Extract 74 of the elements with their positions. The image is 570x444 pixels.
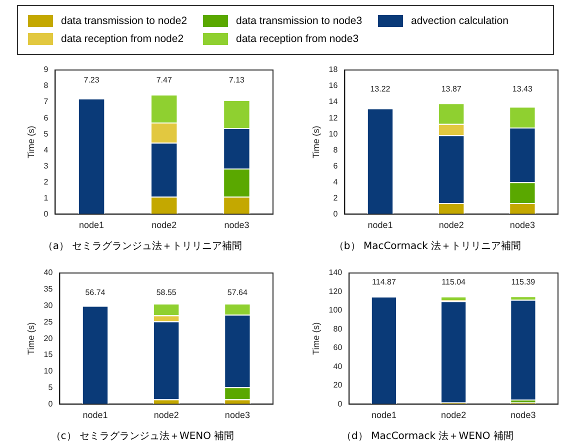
x-tick-label: node1 (79, 220, 104, 230)
y-tick-label: 120 (328, 286, 343, 296)
x-tick-label: node1 (82, 410, 108, 420)
y-tick-label: 80 (333, 324, 343, 334)
y-tick-label: 0 (338, 399, 343, 408)
y-tick-label: 4 (44, 145, 49, 154)
x-tick-label: node3 (224, 410, 250, 420)
x-tick-label: node3 (510, 410, 536, 420)
y-tick-label: 12 (328, 113, 338, 122)
y-tick-label: 0 (48, 399, 54, 408)
y-tick-label: 2 (333, 193, 338, 202)
legend-label: data reception from node3 (236, 33, 359, 45)
y-tick-label: 16 (328, 81, 338, 90)
total-label: 7.47 (156, 76, 172, 85)
y-tick-label: 60 (333, 343, 343, 352)
y-tick-label: 6 (44, 113, 49, 122)
x-tick-label: node3 (224, 220, 250, 230)
total-label: 7.23 (84, 76, 100, 85)
y-tick-label: 25 (44, 317, 54, 326)
annotation: 57.64 (227, 288, 248, 298)
x-tick-label: node1 (371, 410, 396, 420)
y-tick-label: 2 (44, 177, 49, 186)
y-tick-label: 15 (44, 350, 54, 360)
y-tick-label: 4 (333, 177, 338, 186)
x-tick-label: node3 (510, 220, 535, 230)
y-axis-title: Time (s) (310, 322, 321, 355)
x-tick-label: node1 (368, 220, 393, 230)
y-tick-label: 14 (328, 97, 338, 106)
y-tick-label: 7 (44, 97, 49, 106)
total-label: 13.22 (370, 84, 391, 94)
text: （a） セミラグランジュ法＋トリリニア補間 (42, 240, 244, 253)
x-tick-label: node2 (154, 410, 179, 420)
y-tick-label: 1 (44, 193, 49, 202)
legend-label: data transmission to node3 (236, 15, 362, 27)
y-axis-title: Time (s) (310, 126, 321, 158)
y-tick-label: 20 (333, 380, 343, 390)
y-tick-label: 8 (44, 81, 49, 90)
y-tick-label: 30 (44, 301, 54, 310)
y-tick-label: 35 (44, 284, 54, 294)
total-label: 7.13 (228, 76, 246, 85)
y-tick-label: 0 (44, 209, 49, 218)
legend-label: data reception from node2 (61, 33, 184, 45)
y-tick-label: 100 (328, 306, 343, 315)
y-tick-label: 9 (44, 65, 49, 74)
y-tick-label: 140 (328, 268, 343, 278)
y-tick-label: 18 (328, 65, 338, 74)
y-tick-label: 40 (44, 268, 54, 278)
y-tick-label: 5 (44, 129, 49, 138)
total-label: 115.39 (511, 277, 536, 286)
y-axis-title: Time (s) (26, 126, 36, 158)
y-tick-label: 6 (333, 161, 338, 170)
y-tick-label: 3 (44, 161, 49, 170)
x-tick-label: node2 (438, 220, 464, 230)
y-tick-label: 8 (333, 145, 338, 154)
text: （d） MacCormack 法＋WENO 補間 (340, 430, 514, 443)
total-label: 114.87 (372, 277, 396, 286)
legend-label: data transmission to node2 (61, 15, 188, 27)
annotation: 56.74 (85, 288, 106, 298)
total-label: 115.04 (442, 277, 466, 286)
y-axis-title: Time (s) (26, 322, 36, 355)
y-tick-label: 10 (328, 129, 338, 138)
y-tick-label: 0 (333, 209, 338, 218)
text: （b） MacCormack 法＋トリリニア補間 (332, 240, 522, 253)
y-tick-label: 5 (48, 383, 54, 392)
y-tick-label: 10 (44, 366, 54, 376)
y-tick-label: 20 (44, 334, 54, 343)
text: （c） セミラグランジュ法＋WENO 補間 (50, 430, 236, 443)
total-label: 13.87 (441, 84, 462, 94)
annotation: 58.55 (156, 288, 177, 298)
total-label: 13.43 (512, 84, 534, 94)
x-tick-label: node2 (152, 220, 177, 230)
legend-label: advection calculation (411, 15, 508, 27)
y-tick-label: 40 (333, 362, 343, 371)
x-tick-label: node2 (441, 410, 466, 420)
